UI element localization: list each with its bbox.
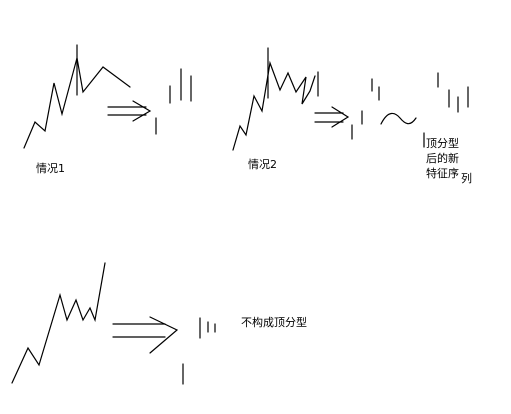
tilde-wave (380, 112, 417, 125)
case1-double-arrow (107, 100, 152, 122)
case1-feature-bars (155, 68, 192, 135)
case2-double-arrow (314, 106, 350, 128)
case2-feature-bars (351, 78, 380, 140)
new-seq-label-line2: 后的新 (426, 152, 459, 165)
new-feature-bars (423, 72, 469, 148)
case3-price-line (11, 262, 106, 384)
case2-label: 情况2 (248, 158, 277, 171)
case3-label: 不构成顶分型 (241, 316, 307, 329)
new-seq-label-line3b: 列 (461, 172, 472, 185)
new-seq-label-line3a: 特征序 (426, 167, 459, 180)
case2-price-line (232, 60, 316, 151)
case1-label: 情况1 (36, 162, 65, 175)
new-seq-label-line1: 顶分型 (426, 137, 459, 150)
case3-feature-bars (182, 317, 216, 385)
case3-double-arrow (112, 316, 179, 354)
case1-price-line (23, 57, 131, 149)
